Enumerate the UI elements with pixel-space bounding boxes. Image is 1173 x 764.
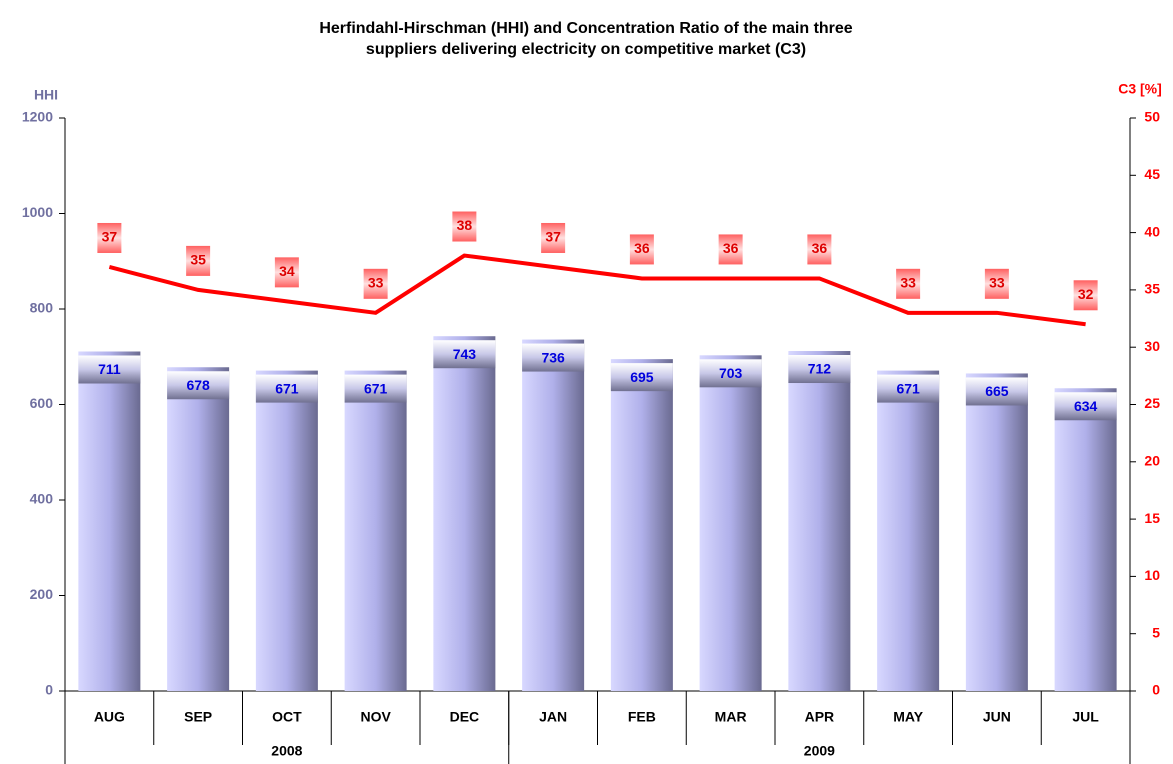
x-tick-label: SEP	[184, 709, 212, 725]
y2-tick-label: 10	[1144, 567, 1160, 583]
x-group-label: 2009	[804, 743, 835, 759]
bar	[1054, 388, 1117, 691]
y2-tick-label: 30	[1144, 338, 1160, 354]
x-tick-label: AUG	[94, 709, 125, 725]
y-tick-label: 800	[30, 300, 54, 316]
bar-label-box	[167, 371, 230, 400]
y-tick-label: 0	[45, 682, 53, 698]
line-label-box	[97, 222, 122, 253]
line-value-label: 37	[545, 229, 561, 245]
line-label-box	[1073, 280, 1098, 311]
x-tick-label: NOV	[360, 709, 391, 725]
bar-value-label: 671	[896, 380, 920, 396]
line-value-label: 37	[102, 229, 118, 245]
line-value-label: 33	[368, 275, 384, 291]
bar	[965, 373, 1028, 691]
bar-label-box	[78, 355, 141, 384]
line	[108, 253, 1086, 327]
line-label-box	[629, 234, 654, 265]
bar-value-label: 671	[364, 380, 388, 396]
bar-label-box	[788, 355, 851, 384]
y2-tick-label: 5	[1152, 624, 1160, 640]
y2-tick-label: 25	[1144, 395, 1160, 411]
bar-value-label: 703	[719, 365, 743, 381]
line-label-box	[274, 257, 299, 288]
y2-tick-label: 35	[1144, 281, 1160, 297]
bar-label-box	[877, 374, 940, 403]
bar	[788, 351, 851, 691]
x-tick-label: DEC	[450, 709, 480, 725]
line-label-box	[984, 268, 1009, 299]
line-value-label: 36	[812, 240, 828, 256]
bar-label-box	[965, 377, 1028, 406]
bar-label-box	[699, 359, 762, 388]
y2-tick-label: 50	[1144, 109, 1160, 125]
y-tick-label: 200	[30, 586, 54, 602]
x-tick-label: JUL	[1072, 709, 1099, 725]
x-group-label: 2008	[271, 743, 302, 759]
y2-tick-label: 45	[1144, 166, 1160, 182]
bar-label-box	[344, 374, 407, 403]
line-value-label: 36	[634, 240, 650, 256]
line-value-label: 38	[457, 217, 473, 233]
bar	[78, 351, 141, 691]
line-label-box	[186, 245, 211, 276]
bar-label-box	[522, 343, 585, 372]
bar	[699, 355, 762, 691]
bar	[522, 339, 585, 691]
y2-tick-label: 0	[1152, 682, 1160, 698]
line-label-box	[807, 234, 832, 265]
bar-value-label: 634	[1074, 398, 1098, 414]
line-label-box	[718, 234, 743, 265]
line-value-label: 35	[190, 252, 206, 268]
line-label-box	[452, 211, 477, 242]
bar-value-label: 743	[453, 346, 477, 362]
bar	[255, 370, 318, 691]
bar-value-label: 695	[630, 369, 654, 385]
y2-tick-label: 40	[1144, 223, 1160, 239]
bar-value-label: 711	[98, 361, 121, 377]
line-value-label: 33	[900, 275, 916, 291]
y-tick-label: 600	[30, 395, 54, 411]
bar-value-label: 665	[985, 383, 1009, 399]
y-axis-title: HHI	[34, 87, 58, 103]
bar-label-box	[610, 363, 673, 392]
x-tick-label: MAR	[715, 709, 747, 725]
bar	[433, 336, 496, 691]
x-tick-label: OCT	[272, 709, 302, 725]
bar-label-box	[255, 374, 318, 403]
y-tick-label: 1200	[22, 109, 53, 125]
x-tick-label: JAN	[539, 709, 567, 725]
line-label-box	[896, 268, 921, 299]
y-tick-label: 1000	[22, 204, 53, 220]
line-value-label: 34	[279, 263, 295, 279]
bar-value-label: 678	[186, 377, 210, 393]
bar-label-box	[433, 340, 496, 369]
y2-tick-label: 20	[1144, 453, 1160, 469]
x-tick-label: APR	[805, 709, 835, 725]
bar-value-label: 736	[541, 349, 565, 365]
y2-tick-label: 15	[1144, 510, 1160, 526]
bar	[167, 367, 230, 691]
bar-label-box	[1054, 392, 1117, 421]
x-tick-label: JUN	[983, 709, 1011, 725]
line-label-box	[363, 268, 388, 299]
bar-value-label: 671	[275, 380, 299, 396]
x-tick-label: FEB	[628, 709, 656, 725]
line-value-label: 36	[723, 240, 739, 256]
line-value-label: 33	[989, 275, 1005, 291]
y-tick-label: 400	[30, 491, 54, 507]
bar	[877, 370, 940, 691]
bar	[344, 370, 407, 691]
line-value-label: 32	[1078, 286, 1094, 302]
chart-title: Herfindahl-Hirschman (HHI) and Concentra…	[319, 20, 853, 58]
line-label-box	[541, 222, 566, 253]
x-tick-label: MAY	[893, 709, 923, 725]
y2-axis-title: C3 [%]	[1118, 81, 1162, 97]
bar-value-label: 712	[808, 361, 832, 377]
bar	[610, 359, 673, 691]
